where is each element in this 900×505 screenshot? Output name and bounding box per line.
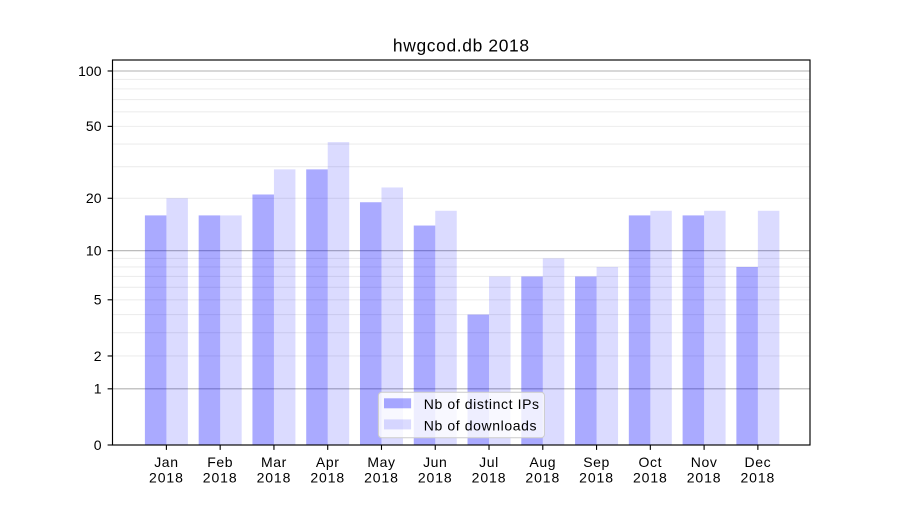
svg-text:Jun: Jun	[423, 454, 447, 470]
svg-text:2018: 2018	[310, 470, 345, 486]
svg-text:2: 2	[94, 348, 102, 364]
svg-text:hwgcod.db 2018: hwgcod.db 2018	[393, 35, 530, 55]
svg-text:Nb of downloads: Nb of downloads	[424, 417, 537, 433]
svg-text:2018: 2018	[579, 470, 614, 486]
svg-text:Sep: Sep	[583, 454, 610, 470]
svg-text:2018: 2018	[633, 470, 668, 486]
svg-text:May: May	[367, 454, 395, 470]
svg-text:2018: 2018	[149, 470, 184, 486]
svg-text:Aug: Aug	[529, 454, 556, 470]
svg-text:0: 0	[94, 437, 102, 453]
svg-text:2018: 2018	[687, 470, 722, 486]
svg-text:Apr: Apr	[316, 454, 340, 470]
svg-text:2018: 2018	[418, 470, 453, 486]
svg-text:Feb: Feb	[207, 454, 233, 470]
svg-text:2018: 2018	[257, 470, 292, 486]
svg-text:2018: 2018	[203, 470, 238, 486]
svg-text:Dec: Dec	[745, 454, 772, 470]
svg-text:Jan: Jan	[154, 454, 178, 470]
svg-text:5: 5	[94, 292, 102, 308]
svg-text:2018: 2018	[472, 470, 507, 486]
svg-text:Mar: Mar	[261, 454, 287, 470]
svg-text:Oct: Oct	[639, 454, 663, 470]
svg-text:Nov: Nov	[691, 454, 718, 470]
svg-text:50: 50	[86, 118, 102, 134]
svg-text:2018: 2018	[740, 470, 775, 486]
svg-text:1: 1	[94, 381, 102, 397]
svg-text:Nb of distinct IPs: Nb of distinct IPs	[424, 396, 540, 412]
svg-text:2018: 2018	[364, 470, 399, 486]
svg-text:Jul: Jul	[479, 454, 499, 470]
svg-text:20: 20	[86, 190, 102, 206]
svg-text:2018: 2018	[525, 470, 560, 486]
svg-text:100: 100	[78, 63, 102, 79]
svg-text:10: 10	[86, 242, 102, 258]
